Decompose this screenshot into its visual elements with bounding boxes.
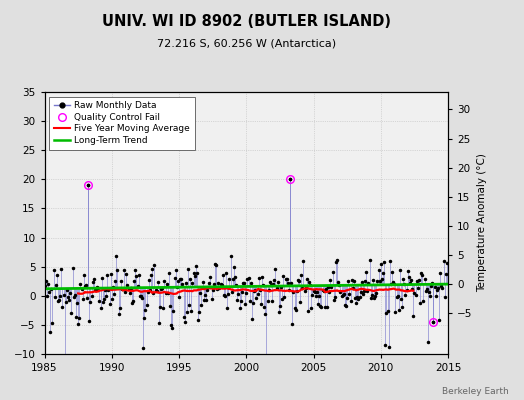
Text: UNIV. WI ID 8902 (BUTLER ISLAND): UNIV. WI ID 8902 (BUTLER ISLAND) [102, 14, 391, 29]
Text: Berkeley Earth: Berkeley Earth [442, 387, 508, 396]
Legend: Raw Monthly Data, Quality Control Fail, Five Year Moving Average, Long-Term Tren: Raw Monthly Data, Quality Control Fail, … [49, 96, 194, 150]
Y-axis label: Temperature Anomaly (°C): Temperature Anomaly (°C) [477, 154, 487, 292]
Text: 72.216 S, 60.256 W (Antarctica): 72.216 S, 60.256 W (Antarctica) [157, 38, 336, 48]
